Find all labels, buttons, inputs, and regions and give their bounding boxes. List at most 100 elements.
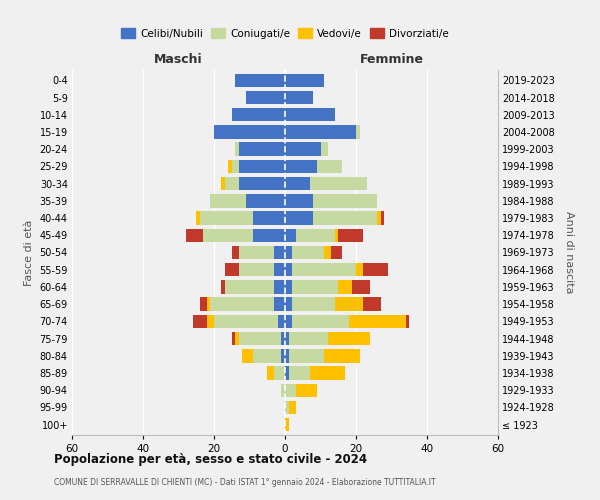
Bar [352,280,370,293]
Bar [281,332,285,345]
Bar [335,298,363,311]
Bar [338,228,363,242]
Bar [381,212,385,225]
Bar [278,314,285,328]
Bar [185,228,203,242]
Bar [349,314,406,328]
Bar [246,91,285,104]
Legend: Celibi/Nubili, Coniugati/e, Vedovi/e, Divorziati/e: Celibi/Nubili, Coniugati/e, Vedovi/e, Di… [117,24,453,42]
Y-axis label: Anni di nascita: Anni di nascita [565,211,574,294]
Bar [285,263,292,276]
Bar [406,314,409,328]
Text: Femmine: Femmine [359,54,424,66]
Bar [285,366,289,380]
Bar [232,246,239,259]
Bar [224,280,274,293]
Bar [235,142,239,156]
Bar [317,160,342,173]
Bar [274,246,285,259]
Bar [285,246,292,259]
Bar [285,160,317,173]
Text: COMUNE DI SERRAVALLE DI CHIENTI (MC) - Dati ISTAT 1° gennaio 2024 - Elaborazione: COMUNE DI SERRAVALLE DI CHIENTI (MC) - D… [54,478,436,487]
Bar [285,74,324,87]
Bar [363,263,388,276]
Bar [235,332,239,345]
Bar [239,263,274,276]
Bar [292,246,324,259]
Bar [253,212,285,225]
Bar [289,349,324,362]
Bar [324,349,359,362]
Bar [292,298,335,311]
Bar [207,298,211,311]
Bar [292,314,349,328]
Bar [214,126,285,138]
Bar [285,314,292,328]
Bar [274,298,285,311]
Bar [281,384,285,397]
Bar [239,177,285,190]
Bar [239,246,274,259]
Bar [221,177,224,190]
Bar [253,349,281,362]
Bar [335,228,338,242]
Bar [221,280,224,293]
Bar [224,263,239,276]
Bar [274,263,285,276]
Bar [239,332,281,345]
Bar [224,177,239,190]
Bar [203,228,253,242]
Bar [285,349,289,362]
Bar [274,366,285,380]
Bar [285,108,335,122]
Bar [246,194,285,207]
Bar [356,263,363,276]
Bar [285,194,313,207]
Bar [296,384,317,397]
Bar [235,74,285,87]
Text: Popolazione per età, sesso e stato civile - 2024: Popolazione per età, sesso e stato civil… [54,452,367,466]
Bar [289,366,310,380]
Bar [281,349,285,362]
Bar [193,314,207,328]
Bar [200,212,253,225]
Bar [267,366,274,380]
Bar [285,332,289,345]
Bar [232,332,235,345]
Bar [285,177,310,190]
Bar [324,246,331,259]
Bar [239,142,285,156]
Bar [285,126,356,138]
Bar [228,160,232,173]
Bar [296,228,335,242]
Bar [285,228,296,242]
Bar [239,160,285,173]
Bar [292,263,356,276]
Bar [285,418,289,432]
Bar [313,212,377,225]
Bar [338,280,352,293]
Bar [310,177,367,190]
Text: Maschi: Maschi [154,54,203,66]
Bar [331,246,342,259]
Bar [328,332,370,345]
Bar [377,212,381,225]
Bar [285,212,313,225]
Bar [285,400,289,414]
Y-axis label: Fasce di età: Fasce di età [24,220,34,286]
Bar [274,280,285,293]
Bar [285,384,296,397]
Bar [356,126,359,138]
Bar [313,194,377,207]
Bar [232,108,285,122]
Bar [196,212,200,225]
Bar [211,298,274,311]
Bar [285,280,292,293]
Bar [214,314,278,328]
Bar [289,400,296,414]
Bar [310,366,346,380]
Bar [207,314,214,328]
Bar [285,142,320,156]
Bar [242,349,253,362]
Bar [200,298,207,311]
